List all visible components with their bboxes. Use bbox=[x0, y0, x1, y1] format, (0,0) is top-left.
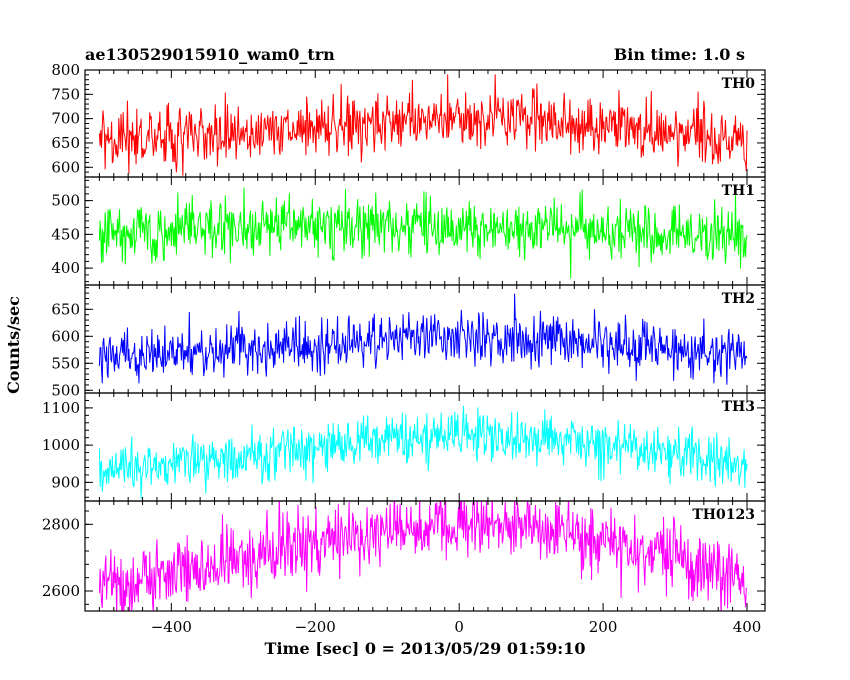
x-tick-label: 400 bbox=[733, 618, 762, 636]
panel-frame bbox=[84, 284, 766, 394]
panel-label: TH3 bbox=[722, 399, 755, 415]
panel-label: TH0 bbox=[722, 76, 756, 92]
panel-frame bbox=[84, 500, 766, 612]
panel-th0: 600 650 700 750 800 TH0 bbox=[51, 61, 766, 178]
panels-layer: 600650700750800TH0400450500TH15005506006… bbox=[42, 61, 766, 612]
bin-time-label: Bin time: 1.0 s bbox=[614, 45, 745, 64]
y-tick-label: 500 bbox=[51, 381, 80, 399]
series-line-th3 bbox=[98, 405, 748, 499]
panel-label: TH2 bbox=[722, 291, 755, 307]
panel-label: TH1 bbox=[722, 183, 755, 199]
panel-th0123: 2600 2800 TH0123 bbox=[42, 500, 766, 612]
y-tick-label: 2800 bbox=[42, 515, 80, 533]
y-tick-label: 700 bbox=[51, 110, 80, 128]
y-tick-label: 400 bbox=[51, 259, 80, 277]
panel-label: TH0123 bbox=[692, 507, 755, 523]
y-tick-label: 650 bbox=[51, 300, 80, 318]
y-axis-label: Counts/sec bbox=[4, 296, 23, 394]
y-tick-label: 600 bbox=[51, 327, 80, 345]
x-axis: −400 −200 0 200 400 bbox=[98, 70, 762, 636]
panel-th2: 500 550 600 650 TH2 bbox=[51, 284, 766, 399]
panel-th3: 900 1000 1100 TH3 bbox=[42, 392, 766, 502]
y-tick-label: 450 bbox=[51, 225, 80, 243]
panel-frame bbox=[84, 392, 766, 502]
x-tick-label: 200 bbox=[589, 618, 618, 636]
y-tick-label: 1000 bbox=[42, 436, 80, 454]
series-line-th0 bbox=[98, 74, 748, 176]
y-tick-label: 2600 bbox=[42, 582, 80, 600]
x-tick-label: −400 bbox=[151, 618, 192, 636]
panel-th1: 400 450 500 TH1 bbox=[51, 176, 766, 286]
chart-title: ae130529015910_wam0_trn bbox=[85, 45, 335, 64]
y-tick-label: 650 bbox=[51, 134, 80, 152]
y-tick-label: 750 bbox=[51, 85, 80, 103]
series-line-th0123 bbox=[98, 501, 748, 611]
y-tick-label: 800 bbox=[51, 61, 80, 79]
y-tick-label: 500 bbox=[51, 192, 80, 210]
y-tick-label: 1100 bbox=[42, 399, 80, 417]
x-tick-label: 0 bbox=[454, 618, 464, 636]
series-line-th2 bbox=[98, 293, 748, 385]
x-tick-label: −200 bbox=[295, 618, 336, 636]
y-tick-label: 600 bbox=[51, 158, 80, 176]
y-tick-label: 550 bbox=[51, 354, 80, 372]
y-tick-label: 900 bbox=[51, 473, 80, 491]
x-axis-label: Time [sec] 0 = 2013/05/29 01:59:10 bbox=[265, 639, 586, 658]
series-line-th1 bbox=[98, 187, 748, 279]
